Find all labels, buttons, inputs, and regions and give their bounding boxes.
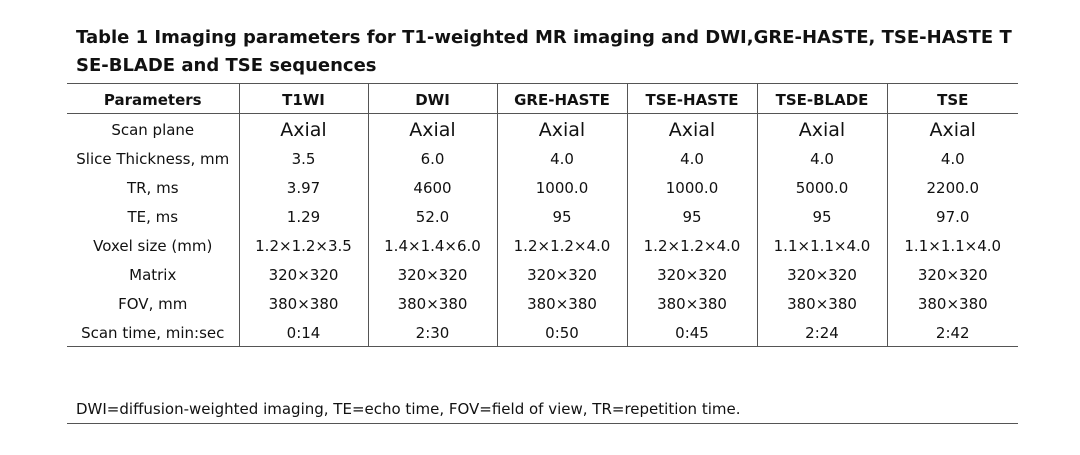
table-cell: 1.4×1.4×6.0 xyxy=(367,230,497,259)
table-cell: 380×380 xyxy=(367,288,497,317)
header-cell: DWI xyxy=(367,83,497,114)
table-cell: 1000.0 xyxy=(626,172,757,201)
header-cell: TSE-BLADE xyxy=(756,83,887,114)
table-cell: Voxel size (mm) xyxy=(93,237,213,255)
table-cell: TR, ms xyxy=(126,179,179,197)
table-cell: 95 xyxy=(626,201,757,230)
table-cell: 95 xyxy=(496,201,627,230)
table-cell: 3.5 xyxy=(238,143,368,172)
table-cell: 2200.0 xyxy=(886,172,1018,201)
table-cell: 5000.0 xyxy=(756,172,887,201)
table-cell: Axial xyxy=(886,113,1018,143)
table-cell: 1000.0 xyxy=(496,172,627,201)
table-cell: Scan time, min:sec xyxy=(67,317,239,347)
table-cell: 4.0 xyxy=(496,143,627,172)
table-cell: 0:45 xyxy=(626,317,757,347)
table-title: Table 1 Imaging parameters for T1-weight… xyxy=(76,27,1012,76)
table-cell: 3.97 xyxy=(238,172,368,201)
table-cell: 1.2×1.2×3.5 xyxy=(238,230,368,259)
table-cell: 2:30 xyxy=(367,317,497,347)
table-cell: 95 xyxy=(756,201,887,230)
table-cell: 0:50 xyxy=(496,317,627,347)
table-row: TE, ms 1.29 52.0 95 95 95 97.0 xyxy=(67,201,1018,230)
footnote: DWI=diffusion-weighted imaging, TE=echo … xyxy=(67,397,1018,424)
table-cell: Axial xyxy=(367,113,497,143)
table-cell: 380×380 xyxy=(496,288,627,317)
table-cell: 320×320 xyxy=(367,259,497,288)
header-cell: T1WI xyxy=(238,83,368,114)
header-cell: TSE xyxy=(886,83,1018,114)
table-cell: 380×380 xyxy=(756,288,887,317)
table-cell: 4.0 xyxy=(886,143,1018,172)
table-cell: 1.29 xyxy=(238,201,368,230)
table-cell: 1.1×1.1×4.0 xyxy=(886,230,1018,259)
table-cell: 1.2×1.2×4.0 xyxy=(626,230,757,259)
table-cell: 320×320 xyxy=(626,259,757,288)
table-cell: 2:42 xyxy=(886,317,1018,347)
table-row: Voxel size (mm) 1.2×1.2×3.5 1.4×1.4×6.0 1.2… xyxy=(67,230,1018,259)
table-row: FOV, mm 380×380 380×380 380×380 380×380 380×3… xyxy=(67,288,1018,317)
table-cell: 4.0 xyxy=(626,143,757,172)
table-cell: 97.0 xyxy=(886,201,1018,230)
table-row: Matrix 320×320 320×320 320×320 320×320 320×32… xyxy=(67,259,1018,288)
table-cell: 380×380 xyxy=(238,288,368,317)
table-cell: 380×380 xyxy=(626,288,757,317)
table-cell: 320×320 xyxy=(238,259,368,288)
table-cell: 52.0 xyxy=(367,201,497,230)
table: Parameters T1WI DWI GRE-HASTE TSE-HASTE TSE-B… xyxy=(67,83,1018,347)
table-cell: Axial xyxy=(626,113,757,143)
table-cell: Axial xyxy=(756,113,887,143)
table-cell: TE, ms xyxy=(127,208,179,226)
header-cell: GRE-HASTE xyxy=(496,83,627,114)
table-cell: 1.2×1.2×4.0 xyxy=(496,230,627,259)
table-row: TR, ms 3.97 4600 1000.0 1000.0 5000.0 2200.0 xyxy=(67,172,1018,201)
table-cell: 320×320 xyxy=(756,259,887,288)
table-cell: 320×320 xyxy=(886,259,1018,288)
header-cell: TSE-HASTE xyxy=(626,83,757,114)
table-cell: 6.0 xyxy=(367,143,497,172)
table-cell: 0:14 xyxy=(238,317,368,347)
table-row: Scan plane Axial Axial Axial Axial Axial Axial xyxy=(67,113,1018,143)
table-cell: Scan plane xyxy=(111,121,195,139)
header-cell: Parameters xyxy=(67,83,239,114)
table-cell: FOV, mm xyxy=(118,295,188,313)
table-cell: Slice Thickness, mm xyxy=(76,150,230,168)
table-cell: 4.0 xyxy=(756,143,887,172)
table-cell: Matrix xyxy=(129,266,177,284)
table-cell: Axial xyxy=(496,113,627,143)
table-cell: 4600 xyxy=(367,172,497,201)
table-row: Slice Thickness, mm 3.5 6.0 4.0 4.0 4.0 4.0 xyxy=(67,143,1018,172)
table-body: Scan plane Axial Axial Axial Axial Axial Axial… xyxy=(67,113,1018,347)
header-row: Parameters T1WI DWI GRE-HASTE TSE-HASTE TSE-B… xyxy=(67,83,1018,114)
table-cell: Axial xyxy=(238,113,368,143)
table-row: Scan time, min:sec 0:14 2:30 0:50 0:45 2:24 2:… xyxy=(67,317,1018,347)
table-cell: 320×320 xyxy=(496,259,627,288)
table-cell: 1.1×1.1×4.0 xyxy=(756,230,887,259)
table-cell: 380×380 xyxy=(886,288,1018,317)
table-cell: 2:24 xyxy=(756,317,887,347)
